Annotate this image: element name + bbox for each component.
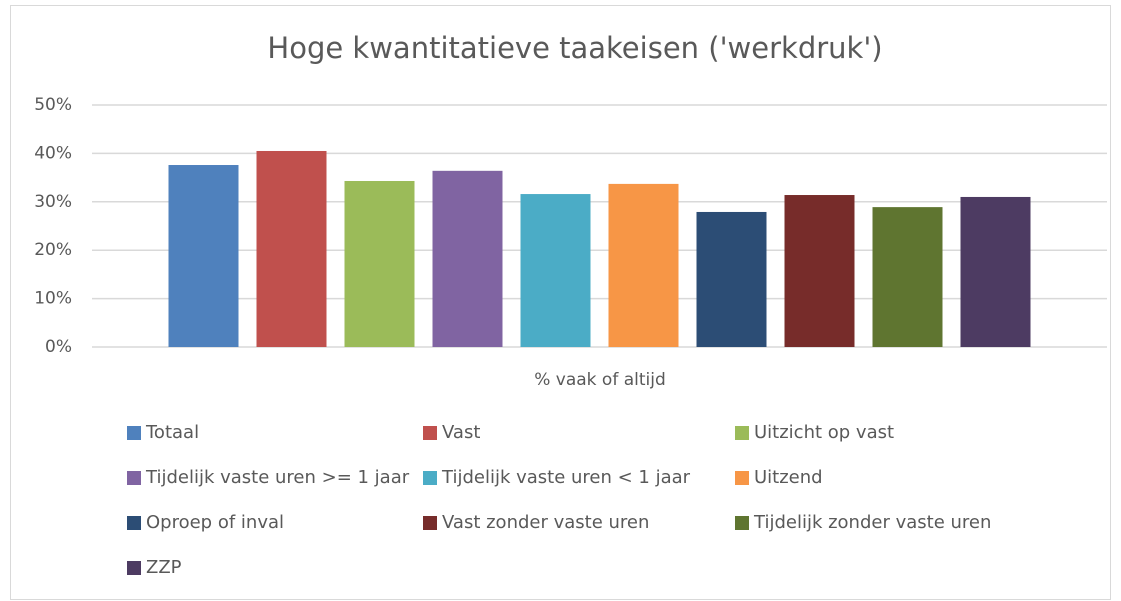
legend-swatch: [423, 516, 437, 530]
bar: [608, 183, 679, 347]
bar: [344, 180, 415, 347]
y-tick-label: 50%: [34, 95, 72, 115]
x-axis-label: % vaak of altijd: [534, 370, 666, 390]
bar: [784, 195, 855, 347]
y-tick-label: 20%: [34, 240, 72, 260]
bar: [872, 207, 943, 347]
bar: [960, 196, 1031, 347]
legend-swatch: [423, 426, 437, 440]
legend-label: Uitzicht op vast: [754, 422, 894, 443]
legend-swatch: [127, 471, 141, 485]
y-tick-label: 10%: [34, 289, 72, 309]
bar: [168, 165, 239, 347]
legend-label: Totaal: [145, 422, 199, 443]
legend-label: Vast zonder vaste uren: [442, 512, 649, 533]
legend-swatch: [735, 471, 749, 485]
legend-label: Tijdelijk vaste uren >= 1 jaar: [145, 467, 410, 488]
legend-label: Tijdelijk vaste uren < 1 jaar: [441, 467, 691, 488]
bar: [256, 150, 327, 347]
y-tick-label: 30%: [34, 192, 72, 212]
legend-swatch: [735, 426, 749, 440]
legend-label: ZZP: [146, 557, 182, 578]
legend-swatch: [127, 516, 141, 530]
legend-label: Uitzend: [754, 467, 823, 488]
bar: [520, 194, 591, 347]
legend-swatch: [127, 426, 141, 440]
y-tick-label: 40%: [34, 143, 72, 163]
chart-title: Hoge kwantitatieve taakeisen ('werkdruk'…: [267, 31, 882, 65]
legend-swatch: [735, 516, 749, 530]
y-tick-label: 0%: [45, 337, 72, 357]
bar: [432, 170, 503, 347]
legend-label: Vast: [442, 422, 480, 443]
legend-label: Tijdelijk zonder vaste uren: [753, 512, 991, 533]
legend-label: Oproep of inval: [146, 512, 284, 533]
legend-swatch: [423, 471, 437, 485]
bar: [696, 211, 767, 347]
legend-swatch: [127, 561, 141, 575]
